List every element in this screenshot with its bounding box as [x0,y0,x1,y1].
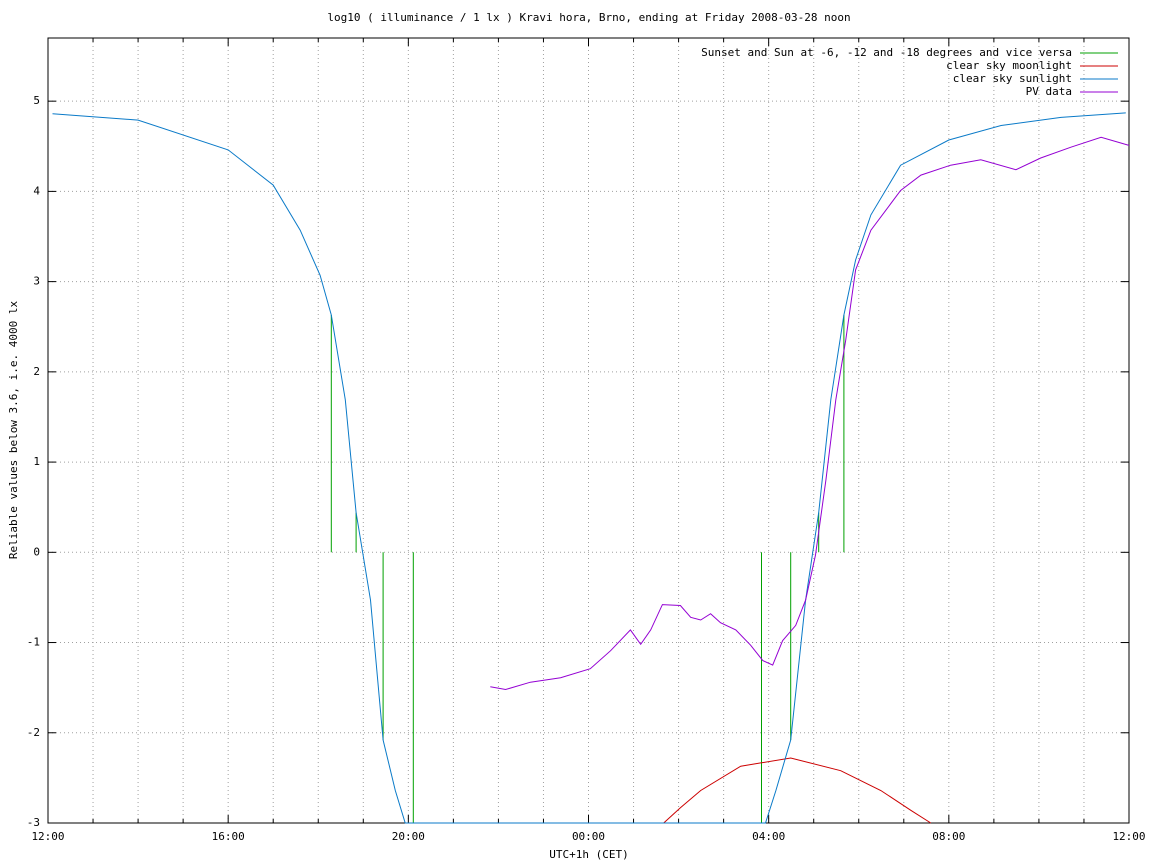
x-tick-label: 08:00 [932,830,965,843]
y-tick-label: 5 [33,94,40,107]
x-tick-label: 04:00 [752,830,785,843]
x-tick-label: 00:00 [572,830,605,843]
y-tick-label: -3 [27,816,40,829]
chart-title: log10 ( illuminance / 1 lx ) Kravi hora,… [327,11,850,24]
y-tick-label: -1 [27,636,40,649]
series-line [663,757,932,824]
x-tick-label: 12:00 [31,830,64,843]
y-tick-label: 0 [33,545,40,558]
y-tick-label: 2 [33,365,40,378]
y-tick-label: 4 [33,184,40,197]
legend-label: PV data [1026,85,1072,98]
x-tick-label: 16:00 [212,830,245,843]
series-line [52,112,1126,824]
y-tick-label: 3 [33,275,40,288]
y-axis-label: Reliable values below 3.6, i.e. 4000 lx [7,300,20,559]
x-tick-label: 12:00 [1112,830,1145,843]
legend-label: Sunset and Sun at -6, -12 and -18 degree… [701,46,1072,59]
y-tick-label: -2 [27,726,40,739]
series-line [490,136,1130,691]
x-axis-label: UTC+1h (CET) [549,848,628,861]
x-tick-label: 20:00 [392,830,425,843]
legend-label: clear sky moonlight [946,59,1072,72]
y-tick-label: 1 [33,455,40,468]
legend-label: clear sky sunlight [953,72,1072,85]
